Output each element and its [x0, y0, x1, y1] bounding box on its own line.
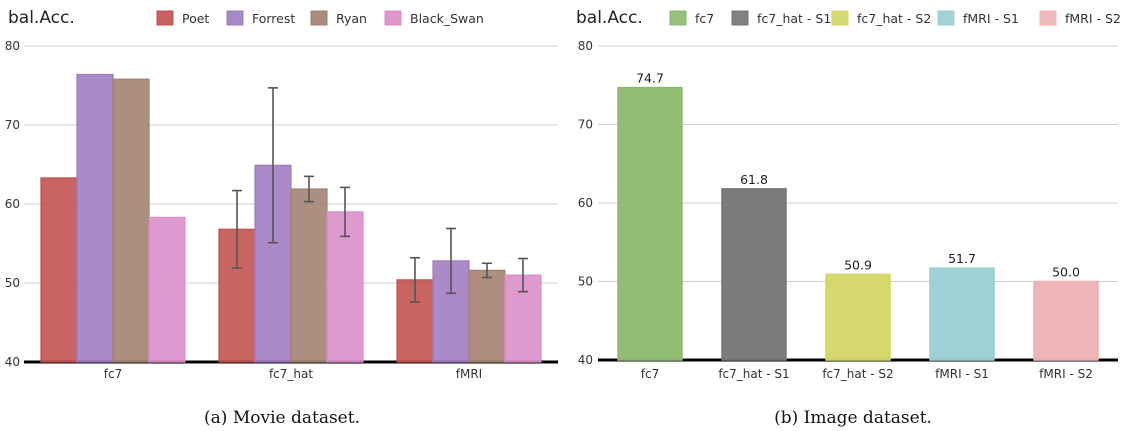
legend-swatch-fc7: [669, 10, 687, 26]
legend-label-fc7: fc7: [695, 11, 714, 26]
y-tick-label: 70: [5, 118, 20, 132]
data-label-fc7: 74.7: [636, 71, 664, 86]
legend-swatch-fc7-hat-s1: [731, 10, 749, 26]
y-axis-label: bal.Acc.: [576, 8, 643, 28]
legend-swatch-fc7-hat-s2: [831, 10, 849, 26]
x-tick-label-fc7: fc7: [641, 367, 659, 381]
data-label-fmri-s2: 50.0: [1052, 265, 1080, 280]
bar-black-swan-fc7: [148, 216, 186, 363]
legend-label-forrest: Forrest: [252, 11, 295, 26]
legend-swatch-poet: [156, 10, 174, 26]
legend-swatch-fmri-s1: [937, 10, 955, 26]
image-dataset-chart: 40 50 60 70 80 bal.Acc. 74.7 fc7 61.8 fc7_hat - S…: [576, 8, 1121, 428]
bar-ryan-fc7: [112, 78, 150, 363]
legend-swatch-fmri-s2: [1039, 10, 1057, 26]
x-tick-label-fc7-hat: fc7_hat: [269, 367, 313, 381]
y-tick-label: 50: [5, 276, 20, 290]
x-tick-label-fc7: fc7: [104, 367, 122, 381]
y-tick-label: 70: [578, 118, 593, 132]
bar-fmri-s1: [929, 267, 995, 361]
bar-ryan-fc7-hat: [290, 188, 328, 363]
legend-label-fc7-hat-s1: fc7_hat - S1: [757, 11, 831, 26]
legend-label-poet: Poet: [182, 11, 209, 26]
y-tick-label: 60: [578, 196, 593, 210]
bar-poet-fc7: [40, 177, 78, 363]
x-tick-label-fc7-hat-s2: fc7_hat - S2: [822, 367, 893, 381]
legend-swatch-forrest: [226, 10, 244, 26]
caption-b: (b) Image dataset.: [774, 408, 932, 428]
legend-swatch-black-swan: [384, 10, 402, 26]
y-tick-label: 80: [5, 39, 20, 53]
legend-label-fc7-hat-s2: fc7_hat - S2: [857, 11, 931, 26]
y-tick-label: 60: [5, 197, 20, 211]
caption-a: (a) Movie dataset.: [204, 408, 360, 428]
bar-forrest-fc7: [76, 73, 114, 363]
y-tick-label: 40: [578, 353, 593, 367]
bar-fc7-hat-s2: [825, 273, 891, 361]
x-tick-label-fmri: fMRI: [456, 367, 482, 381]
bar-fc7-hat-s1: [721, 188, 787, 361]
data-label-fc7-hat-s2: 50.9: [844, 257, 872, 272]
x-tick-label-fmri-s1: fMRI - S1: [935, 367, 989, 381]
legend-label-fmri-s1: fMRI - S1: [963, 11, 1019, 26]
y-tick-label: 50: [578, 275, 593, 289]
y-tick-label: 40: [5, 355, 20, 369]
legend-label-black-swan: Black_Swan: [410, 11, 484, 26]
movie-dataset-chart: 40 50 60 70 80 bal.Acc. fc7 fc7_hat fMRI Poet Forr…: [5, 8, 558, 428]
data-label-fmri-s1: 51.7: [948, 251, 976, 266]
data-label-fc7-hat-s1: 61.8: [740, 172, 768, 187]
legend-swatch-ryan: [310, 10, 328, 26]
legend-label-ryan: Ryan: [336, 11, 367, 26]
legend-label-fmri-s2: fMRI - S2: [1065, 11, 1121, 26]
bar-ryan-fmri: [468, 269, 506, 363]
y-tick-label: 80: [578, 39, 593, 53]
y-axis-label: bal.Acc.: [8, 8, 75, 28]
bar-fmri-s2: [1033, 280, 1099, 361]
x-tick-label-fc7-hat-s1: fc7_hat - S1: [718, 367, 789, 381]
x-tick-label-fmri-s2: fMRI - S2: [1039, 367, 1093, 381]
bar-fc7: [617, 86, 683, 361]
